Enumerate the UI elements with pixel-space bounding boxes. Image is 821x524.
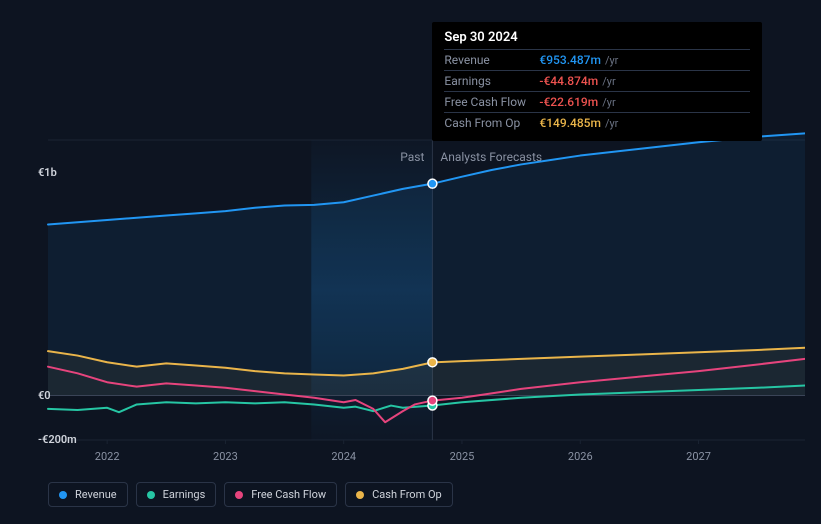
legend-dot-icon	[147, 491, 155, 499]
legend-item-revenue[interactable]: Revenue	[48, 482, 128, 507]
forecast-section-label: Analysts Forecasts	[440, 150, 542, 164]
y-axis-tick-label: €1b	[38, 166, 57, 179]
legend-item-free-cash-flow[interactable]: Free Cash Flow	[224, 482, 337, 507]
x-axis-tick-label: 2023	[213, 450, 238, 463]
legend-item-cash-from-op[interactable]: Cash From Op	[345, 482, 453, 507]
legend-item-earnings[interactable]: Earnings	[136, 482, 217, 507]
legend-label: Earnings	[163, 488, 206, 501]
data-tooltip: Sep 30 2024 Revenue€953.487m/yrEarnings-…	[432, 22, 762, 141]
past-section-label: Past	[400, 150, 424, 164]
legend-dot-icon	[59, 491, 67, 499]
x-axis-tick-label: 2024	[331, 450, 356, 463]
x-axis-tick-label: 2022	[95, 450, 120, 463]
tooltip-row: Cash From Op€149.485m/yr	[444, 112, 750, 133]
tooltip-row: Earnings-€44.874m/yr	[444, 70, 750, 91]
tooltip-metric-value: €149.485m	[539, 116, 601, 130]
legend-dot-icon	[356, 491, 364, 499]
y-axis-tick-label: -€200m	[38, 433, 77, 446]
tooltip-row: Revenue€953.487m/yr	[444, 49, 750, 70]
tooltip-metric-label: Earnings	[444, 74, 539, 88]
y-axis-tick-label: €0	[38, 389, 51, 402]
tooltip-metric-label: Revenue	[444, 53, 539, 67]
tooltip-unit: /yr	[605, 117, 618, 130]
tooltip-date: Sep 30 2024	[444, 30, 750, 49]
x-axis-tick-label: 2027	[686, 450, 711, 463]
tooltip-unit: /yr	[602, 75, 615, 88]
x-axis-tick-label: 2025	[450, 450, 475, 463]
legend-label: Revenue	[75, 488, 117, 501]
tooltip-metric-label: Cash From Op	[444, 116, 539, 130]
chart-legend: Revenue Earnings Free Cash Flow Cash From O…	[48, 482, 453, 507]
legend-label: Cash From Op	[372, 488, 442, 501]
tooltip-metric-value: €953.487m	[539, 53, 601, 67]
tooltip-row: Free Cash Flow-€22.619m/yr	[444, 91, 750, 112]
legend-label: Free Cash Flow	[251, 488, 326, 501]
legend-dot-icon	[235, 491, 243, 499]
tooltip-metric-label: Free Cash Flow	[444, 95, 539, 109]
tooltip-unit: /yr	[605, 54, 618, 67]
tooltip-metric-value: -€22.619m	[539, 95, 598, 109]
financials-chart: Sep 30 2024 Revenue€953.487m/yrEarnings-…	[16, 0, 805, 524]
tooltip-unit: /yr	[602, 96, 615, 109]
tooltip-metric-value: -€44.874m	[539, 74, 598, 88]
x-axis-tick-label: 2026	[568, 450, 593, 463]
